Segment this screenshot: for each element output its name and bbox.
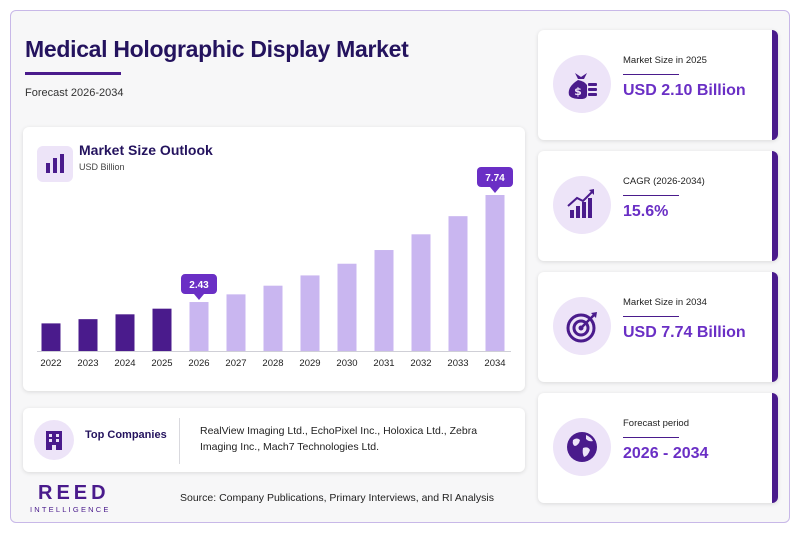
- x-tick-label: 2026: [188, 358, 209, 369]
- bar-2030: [337, 263, 357, 351]
- value-callout-box: [181, 274, 217, 295]
- value-callout-pointer: [194, 294, 204, 301]
- x-tick-label: 2024: [114, 358, 135, 369]
- bar-2023: [78, 319, 98, 351]
- bar-2031: [374, 250, 394, 351]
- x-tick-label: 2029: [299, 358, 320, 369]
- stat-value: USD 7.74 Billion: [623, 324, 746, 341]
- value-callout-pointer: [490, 187, 500, 193]
- stat-divider: [623, 437, 679, 438]
- x-tick-label: 2025: [151, 358, 172, 369]
- x-tick-label: 2033: [447, 358, 468, 369]
- target-icon: [553, 297, 611, 355]
- bar-chart-icon: [37, 146, 73, 182]
- title-underline: [25, 72, 121, 75]
- stat-card-market-size-2025: $ Market Size in 2025 USD 2.10 Billion: [538, 30, 778, 140]
- stat-label: Forecast period: [623, 418, 690, 429]
- bar-2027: [226, 294, 246, 351]
- x-tick-label: 2034: [484, 358, 505, 369]
- stat-value: 2026 - 2034: [623, 445, 709, 462]
- chart-unit: USD Billion: [79, 162, 125, 172]
- companies-divider: [179, 418, 180, 464]
- bar-2026: [189, 302, 209, 351]
- value-callout-label: 2.43: [189, 280, 209, 291]
- x-tick-label: 2027: [225, 358, 246, 369]
- x-tick-label: 2023: [77, 358, 98, 369]
- stat-divider: [623, 74, 679, 75]
- stat-card-market-size-2034: Market Size in 2034 USD 7.74 Billion: [538, 272, 778, 382]
- top-companies-label: Top Companies: [85, 429, 167, 441]
- stat-label: Market Size in 2025: [623, 55, 707, 66]
- bar-2025: [152, 308, 172, 351]
- bar-2022: [41, 323, 61, 351]
- value-callout-label: 7.74: [485, 173, 505, 184]
- growth-chart-icon: [553, 176, 611, 234]
- brand-tagline: INTELLIGENCE: [30, 505, 111, 514]
- brand-logo: REED: [38, 482, 110, 504]
- bar-2024: [115, 314, 135, 351]
- x-tick-label: 2032: [410, 358, 431, 369]
- x-tick-label: 2022: [40, 358, 61, 369]
- top-companies-card: Top Companies RealView Imaging Ltd., Ech…: [23, 408, 525, 472]
- bar-2034: [485, 195, 505, 351]
- bar-2028: [263, 285, 283, 351]
- bar-2033: [448, 216, 468, 351]
- page-subtitle: Forecast 2026-2034: [25, 87, 124, 99]
- money-bag-icon: $: [553, 55, 611, 113]
- bar-chart-plot: 2022 2023 2024 2025 2026 2027 2028 2029 2030 2031…: [37, 167, 513, 369]
- stat-card-forecast-period: Forecast period 2026 - 2034: [538, 393, 778, 503]
- svg-text:$: $: [574, 85, 582, 98]
- value-callout-box: [477, 167, 513, 187]
- stat-card-cagr: CAGR (2026-2034) 15.6%: [538, 151, 778, 261]
- x-tick-label: 2031: [373, 358, 394, 369]
- stat-label: CAGR (2026-2034): [623, 176, 705, 187]
- stat-divider: [623, 316, 679, 317]
- market-size-chart-card: Market Size Outlook USD Billion 2022 2023…: [23, 127, 525, 391]
- top-companies-list: RealView Imaging Ltd., EchoPixel Inc., H…: [200, 425, 478, 453]
- page-title: Medical Holographic Display Market: [25, 36, 409, 62]
- building-icon: [34, 420, 74, 460]
- x-tick-label: 2028: [262, 358, 283, 369]
- bar-2032: [411, 234, 431, 351]
- stat-divider: [623, 195, 679, 196]
- x-tick-label: 2030: [336, 358, 357, 369]
- chart-title: Market Size Outlook: [79, 142, 213, 158]
- globe-icon: [553, 418, 611, 476]
- bar-2029: [300, 275, 320, 351]
- stat-value: 15.6%: [623, 203, 669, 220]
- stat-label: Market Size in 2034: [623, 297, 707, 308]
- stat-value: USD 2.10 Billion: [623, 82, 746, 99]
- source-note: Source: Company Publications, Primary In…: [180, 492, 494, 504]
